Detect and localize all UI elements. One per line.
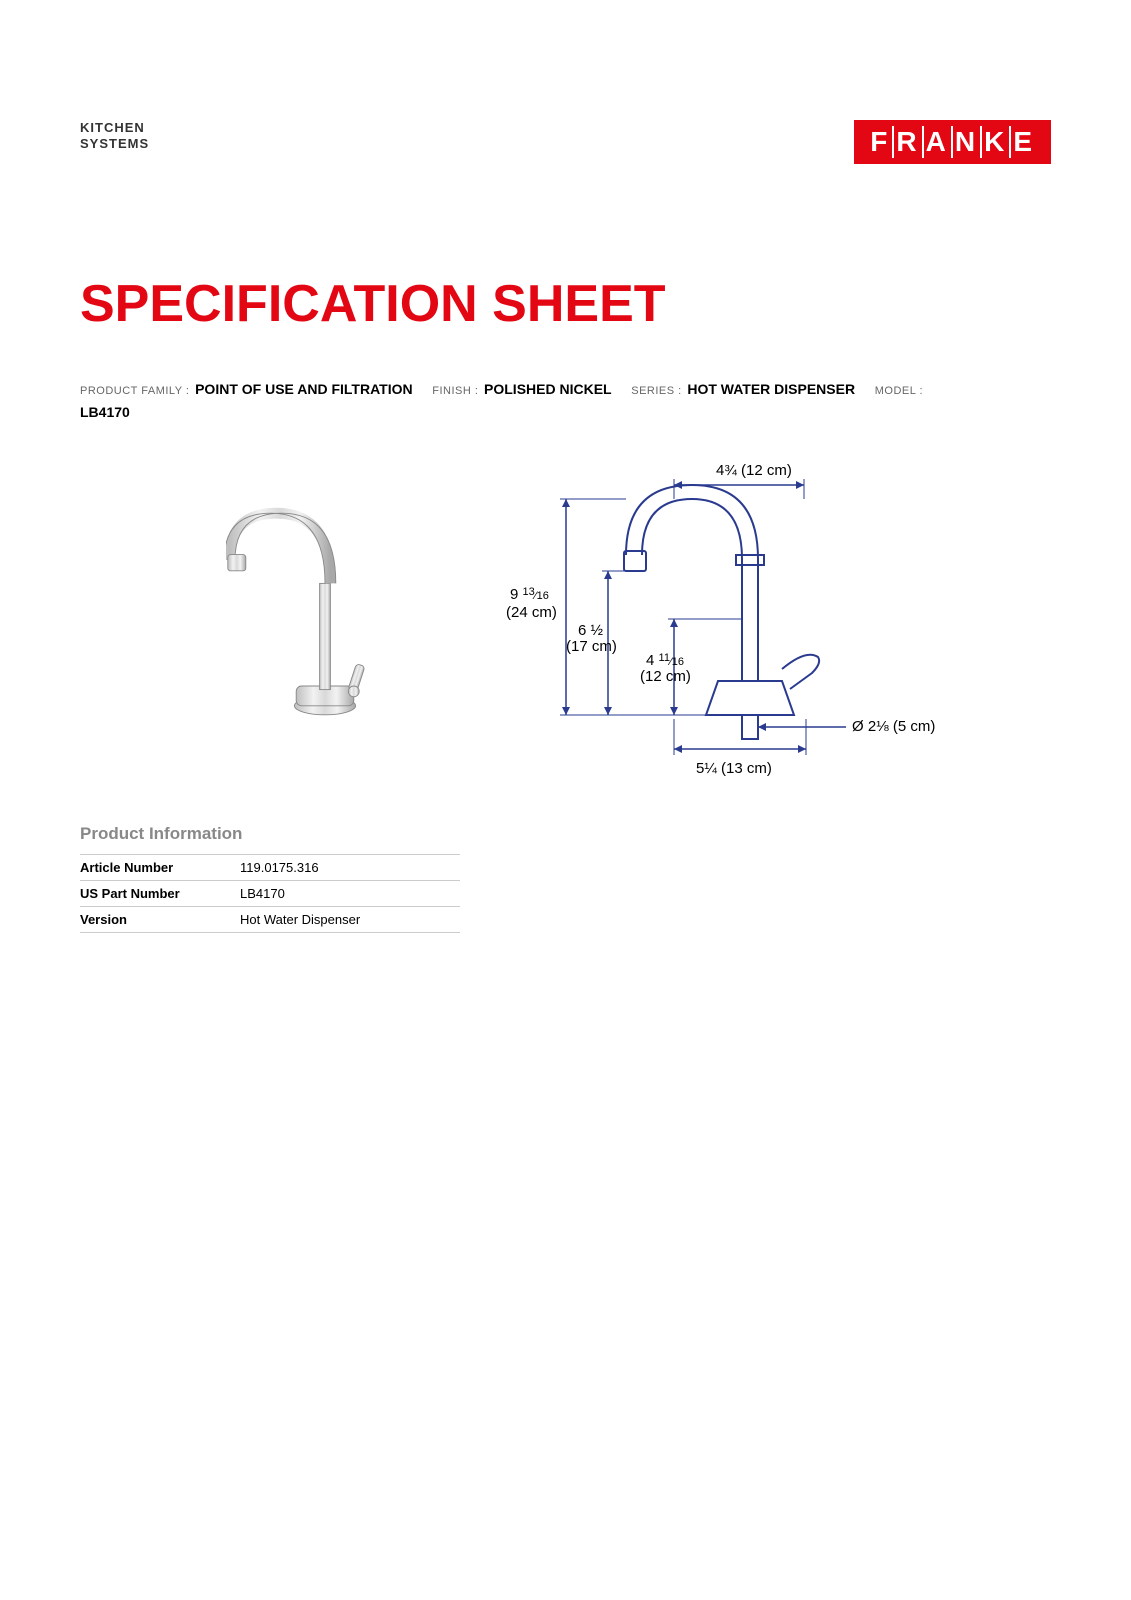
technical-drawing: 4¾ (12 cm) (506, 464, 966, 784)
kitchen-line-1: KITCHEN (80, 120, 149, 136)
dim-height-overall-l1: 9 13⁄16 (510, 586, 549, 603)
faucet-render-svg (226, 494, 406, 734)
images-row: 4¾ (12 cm) (80, 464, 1051, 784)
info-val: 119.0175.316 (240, 854, 460, 880)
product-info-table: Article Number 119.0175.316 US Part Numb… (80, 854, 460, 933)
dim-height-inner-l2: (17 cm) (566, 638, 617, 655)
meta-model-label: MODEL : (875, 385, 923, 397)
info-key: US Part Number (80, 880, 240, 906)
dim-top-width: 4¾ (12 cm) (716, 462, 792, 479)
info-val: LB4170 (240, 880, 460, 906)
meta-finish-label: FINISH : (432, 385, 478, 397)
meta-series-label: SERIES : (631, 385, 681, 397)
page-title: SPECIFICATION SHEET (80, 274, 1051, 334)
table-row: Version Hot Water Dispenser (80, 906, 460, 932)
info-key: Version (80, 906, 240, 932)
product-meta: PRODUCT FAMILY : POINT OF USE AND FILTRA… (80, 378, 1051, 424)
meta-model-value: LB4170 (80, 404, 130, 420)
dim-height-base-l2: (12 cm) (640, 668, 691, 685)
meta-finish-value: POLISHED NICKEL (484, 381, 612, 397)
technical-drawing-svg: 4¾ (12 cm) (506, 459, 966, 789)
product-render (166, 464, 466, 764)
kitchen-systems-mark: KITCHEN SYSTEMS (80, 120, 149, 151)
info-val: Hot Water Dispenser (240, 906, 460, 932)
spec-sheet-page: KITCHEN SYSTEMS FRANKE SPECIFICATION SHE… (0, 0, 1131, 1013)
meta-series-value: HOT WATER DISPENSER (687, 381, 855, 397)
franke-logo: FRANKE (854, 120, 1051, 164)
dim-height-overall-l2: (24 cm) (506, 604, 557, 621)
dim-hole-dia: Ø 2⅛ (5 cm) (852, 718, 935, 735)
kitchen-line-2: SYSTEMS (80, 136, 149, 152)
dim-height-base-l1: 4 11⁄16 (646, 652, 684, 669)
dim-base-width: 5¼ (13 cm) (696, 760, 772, 777)
header: KITCHEN SYSTEMS FRANKE (80, 120, 1051, 164)
table-row: US Part Number LB4170 (80, 880, 460, 906)
meta-family-label: PRODUCT FAMILY : (80, 385, 189, 397)
table-row: Article Number 119.0175.316 (80, 854, 460, 880)
info-key: Article Number (80, 854, 240, 880)
product-info-heading: Product Information (80, 824, 1051, 844)
meta-family-value: POINT OF USE AND FILTRATION (195, 381, 413, 397)
dim-height-inner-l1: 6 ½ (578, 622, 604, 639)
